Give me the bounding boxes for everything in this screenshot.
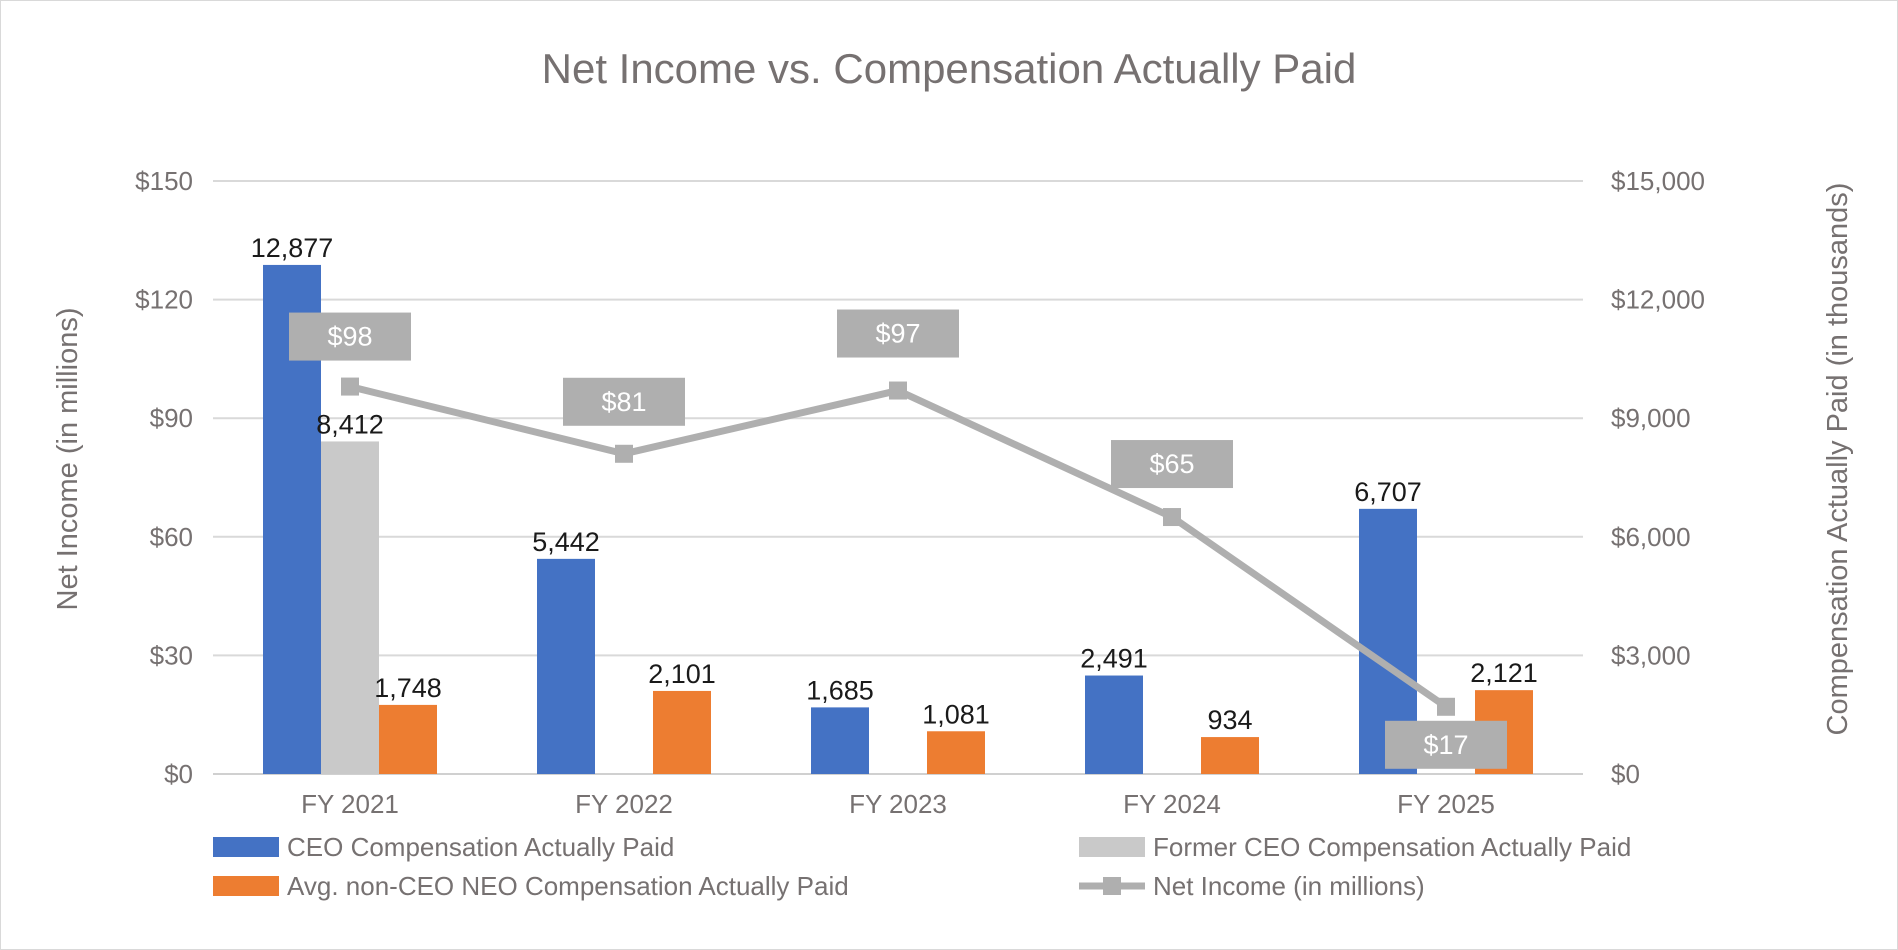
net-income-data-label: $81 <box>601 387 646 417</box>
legend-swatch <box>213 876 279 896</box>
bar-data-label: 1,685 <box>806 675 874 705</box>
bar-data-label: 5,442 <box>532 527 600 557</box>
legend-label: Net Income (in millions) <box>1153 871 1425 901</box>
net-income-line <box>349 383 1448 710</box>
legend: CEO Compensation Actually Paid Former CEO… <box>213 832 1631 901</box>
legend-label: Former CEO Compensation Actually Paid <box>1153 832 1631 862</box>
legend-label: Avg. non-CEO NEO Compensation Actually P… <box>287 871 849 901</box>
x-tick-label: FY 2023 <box>849 789 947 819</box>
line-data-labels: $98 $81 $97 $65 $17 <box>289 309 1507 769</box>
bar-avg-non-ceo-neo-compensation-actually-paid <box>1201 737 1259 774</box>
legend-swatch <box>1079 837 1145 857</box>
bar-data-label: 2,121 <box>1470 658 1538 688</box>
net-income-data-label: $17 <box>1423 730 1468 760</box>
bar-ceo-compensation-actually-paid <box>537 558 595 774</box>
y-axis-left-title: Net Income (in millions) <box>52 308 84 611</box>
chart-title: Net Income vs. Compensation Actually Pai… <box>542 45 1357 92</box>
x-axis-ticks: FY 2021 FY 2022 FY 2023 FY 2024 FY 2025 <box>301 789 1495 819</box>
y-tick-label-left: $0 <box>164 759 193 789</box>
net-income-marker <box>1163 508 1181 527</box>
net-income-marker <box>1437 697 1455 716</box>
net-income-label-box <box>289 312 411 361</box>
y-tick-label-right: $0 <box>1611 759 1640 789</box>
line-series-group <box>341 377 1455 716</box>
y-tick-label-right: $15,000 <box>1611 166 1705 196</box>
bar-data-label: 8,412 <box>316 409 384 439</box>
net-income-marker <box>889 381 907 400</box>
legend-swatch <box>213 837 279 857</box>
bar-data-label: 6,707 <box>1354 477 1422 507</box>
y-tick-label-right: $6,000 <box>1611 522 1691 552</box>
net-income-label-box <box>1385 720 1507 769</box>
net-income-marker <box>341 377 359 396</box>
bar-ceo-compensation-actually-paid <box>811 707 869 774</box>
net-income-label-box <box>1111 440 1233 489</box>
bar-ceo-compensation-actually-paid <box>1085 675 1143 774</box>
net-income-label-box <box>563 377 685 426</box>
bar-data-label: 2,101 <box>648 659 716 689</box>
y-tick-label-left: $150 <box>135 166 193 196</box>
bar-data-label: 2,491 <box>1080 644 1148 674</box>
bar-data-label: 1,748 <box>374 673 442 703</box>
legend-swatch-marker <box>1103 877 1121 895</box>
net-income-marker <box>615 444 633 463</box>
y-tick-label-right: $3,000 <box>1611 640 1691 670</box>
x-tick-label: FY 2024 <box>1123 789 1221 819</box>
y-tick-label-left: $120 <box>135 285 193 315</box>
y-tick-label-right: $9,000 <box>1611 403 1691 433</box>
bar-avg-non-ceo-neo-compensation-actually-paid <box>379 704 437 774</box>
bar-former-ceo-compensation-actually-paid <box>321 441 379 774</box>
bar-data-labels: 12,877 5,442 1,685 2,491 6,707 8,412 1,748 2,10… <box>251 233 1538 735</box>
net-income-data-label: $65 <box>1149 449 1194 479</box>
x-tick-label: FY 2025 <box>1397 789 1495 819</box>
y-tick-label-left: $90 <box>150 403 193 433</box>
bar-avg-non-ceo-neo-compensation-actually-paid <box>927 731 985 774</box>
net-income-data-label: $97 <box>875 319 920 349</box>
y-axis-right-title: Compensation Actually Paid (in thousands… <box>1822 183 1854 736</box>
y-axis-right-ticks: $0 $3,000 $6,000 $9,000 $12,000 $15,000 <box>1611 166 1705 789</box>
y-tick-label-left: $30 <box>150 640 193 670</box>
bar-data-label: 12,877 <box>251 233 334 263</box>
gridlines <box>213 180 1583 775</box>
bar-avg-non-ceo-neo-compensation-actually-paid <box>653 690 711 774</box>
net-income-label-box <box>837 309 959 358</box>
y-tick-label-right: $12,000 <box>1611 285 1705 315</box>
x-tick-label: FY 2022 <box>575 789 673 819</box>
net-income-data-label: $98 <box>327 322 372 352</box>
y-axis-left-ticks: $0 $30 $60 $90 $120 $150 <box>135 166 193 789</box>
y-tick-label-left: $60 <box>150 522 193 552</box>
legend-label: CEO Compensation Actually Paid <box>287 832 674 862</box>
bar-data-label: 934 <box>1207 705 1252 735</box>
x-tick-label: FY 2021 <box>301 789 399 819</box>
bar-data-label: 1,081 <box>922 699 990 729</box>
